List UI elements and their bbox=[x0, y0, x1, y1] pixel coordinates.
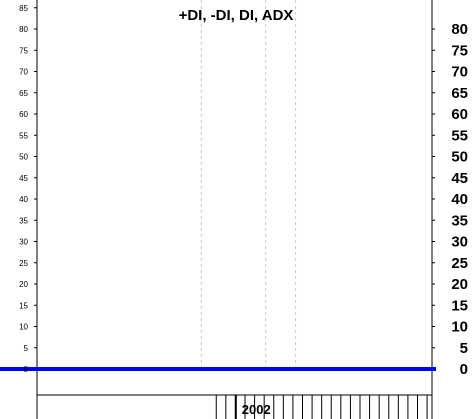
y-tick-label-left: 50 bbox=[19, 153, 28, 162]
grid-layer bbox=[200, 0, 297, 372]
y-tick-label-left: 10 bbox=[19, 323, 28, 332]
y-tick-label-left: 35 bbox=[19, 216, 28, 225]
y-tick-label-right: 35 bbox=[451, 212, 468, 229]
y-tick-label-right: 70 bbox=[451, 64, 468, 81]
y-tick-label-left: 80 bbox=[19, 25, 28, 34]
y-tick-label-right: 75 bbox=[451, 42, 468, 59]
y-tick-label-right: 40 bbox=[451, 191, 468, 208]
y-tick-label-right: 80 bbox=[451, 21, 468, 38]
y-tick-label-right: 0 bbox=[460, 361, 468, 378]
y-tick-label-right: 65 bbox=[451, 85, 468, 102]
y-tick-label-left: 45 bbox=[19, 174, 28, 183]
y-tick-label-right: 55 bbox=[451, 127, 468, 144]
y-tick-label-right: 45 bbox=[451, 170, 468, 187]
y-tick-label-right: 15 bbox=[451, 297, 468, 314]
y-tick-label-left: 0 bbox=[24, 365, 29, 374]
label-layer: 0 5 10 15 20 25 30 35 40 45 50 55 60 65 70 75 80 85 0 5 10 15… bbox=[19, 4, 468, 417]
y-tick-label-right: 50 bbox=[451, 149, 468, 166]
y-tick-label-left: 60 bbox=[19, 110, 28, 119]
y-tick-label-left: 70 bbox=[19, 68, 28, 77]
chart-title: +DI, -DI, DI, ADX bbox=[179, 7, 294, 24]
y-tick-label-right: 5 bbox=[460, 340, 468, 357]
y-tick-label-left: 85 bbox=[19, 4, 28, 13]
y-tick-label-right: 30 bbox=[451, 234, 468, 251]
y-tick-label-left: 75 bbox=[19, 46, 28, 55]
y-tick-label-right: 10 bbox=[451, 319, 468, 336]
x-tick-label: 2002 bbox=[242, 402, 271, 417]
y-tick-label-left: 20 bbox=[19, 280, 28, 289]
y-tick-label-right: 20 bbox=[451, 276, 468, 293]
y-tick-label-left: 30 bbox=[19, 238, 28, 247]
y-tick-label-left: 5 bbox=[24, 344, 29, 353]
y-tick-label-right: 60 bbox=[451, 106, 468, 123]
y-tick-label-left: 55 bbox=[19, 131, 28, 140]
y-tick-label-left: 40 bbox=[19, 195, 28, 204]
y-tick-label-left: 15 bbox=[19, 301, 28, 310]
y-tick-label-right: 25 bbox=[451, 255, 468, 272]
y-tick-label-left: 25 bbox=[19, 259, 28, 268]
y-tick-label-left: 65 bbox=[19, 89, 28, 98]
